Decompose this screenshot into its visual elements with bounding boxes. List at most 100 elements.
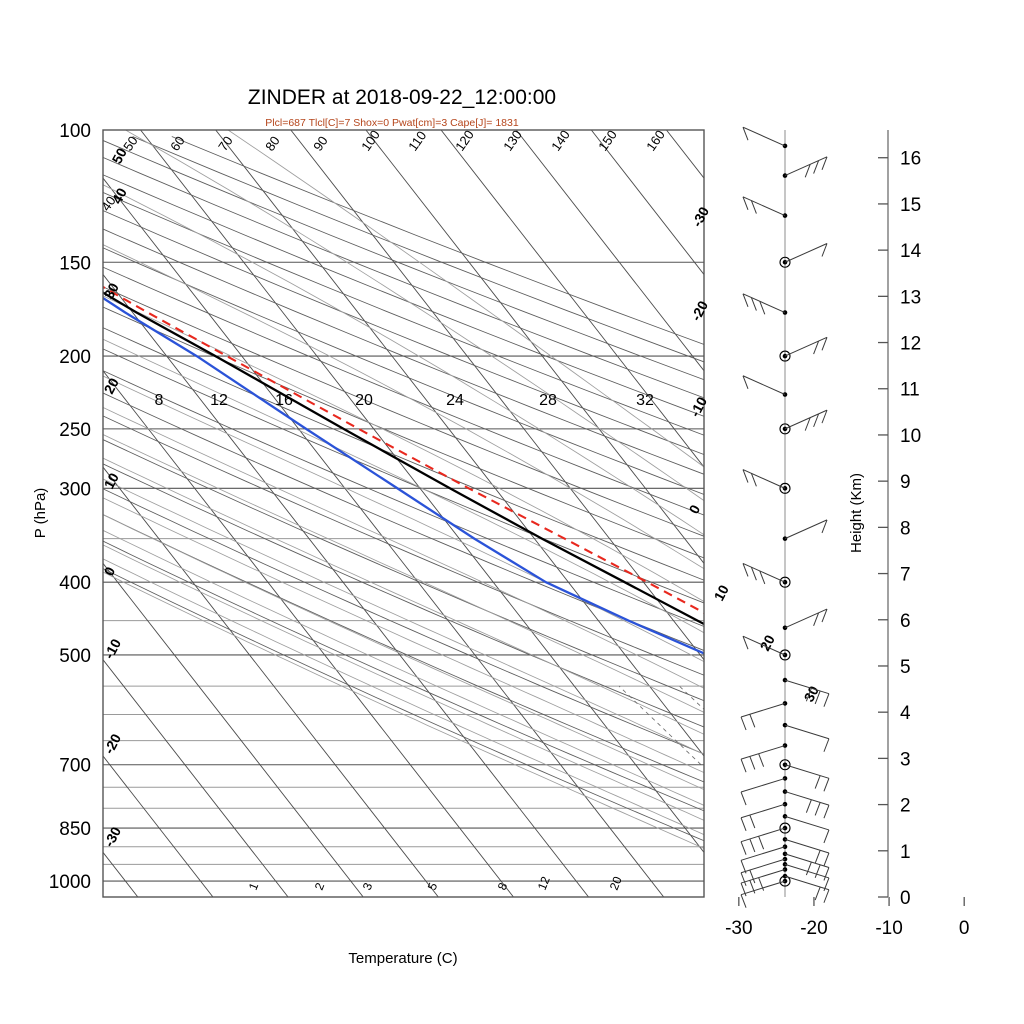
wind-barb-250 [779,409,828,435]
barb-feather [740,716,747,731]
moist-adiabat-label-24: 24 [446,392,464,409]
barb-feather [759,570,766,585]
barb-feather [749,714,756,728]
barb-shaft [784,608,828,629]
y-tick-label-850: 850 [59,819,91,840]
y2-tick-label-13: 13 [900,287,921,308]
y-tick-label-150: 150 [59,253,91,274]
barb-shaft [784,156,828,177]
isotherm--30 [140,130,704,854]
x-tick-label--10: -10 [875,918,902,939]
barb-feather [823,877,830,892]
moist-adiabat-44 [227,130,704,468]
isotherm--80 [103,562,364,897]
x-tick-label--30: -30 [725,918,752,939]
wind-barb-layer [740,126,830,908]
barb-shaft [784,519,828,540]
moist-adiabat-24 [103,338,704,634]
y-tick-label-400: 400 [59,573,91,594]
isotherm--50 [103,273,589,897]
moist-adiabat--4 [103,514,704,791]
barb-shaft [784,679,830,695]
mixing-ratio-label-2: 2 [312,880,328,892]
wind-barb-950 [782,862,830,892]
barb-shaft [740,702,786,718]
mixing-ratio-label-20: 20 [607,874,625,892]
y2-tick-label-15: 15 [900,195,921,216]
y2-tick-label-8: 8 [900,518,911,539]
barb-feather [814,802,821,816]
wind-barb-105 [742,126,788,149]
dry-adiabat-0 [103,514,704,783]
barb-shaft [740,803,786,819]
barb-shaft [784,875,830,891]
level-dot-marker [782,392,788,397]
y-tick-label-300: 300 [59,479,91,500]
isotherm-30 [590,130,704,276]
mixing-ratio-label-12: 12 [535,874,553,892]
x-tick-label--20: -20 [800,918,827,939]
y2-tick-label-12: 12 [900,334,921,355]
dry-adiabat--10 [103,540,704,812]
isotherm--40 [103,177,665,897]
barb-feather [749,814,756,829]
wind-barb-400 [742,562,791,588]
barb-shaft [784,243,828,263]
barb-shaft [742,375,786,395]
barb-feather [740,791,747,806]
barb-feather [740,872,747,886]
barb-feather [821,337,828,351]
barb-feather [749,756,756,770]
moist-adiabat-40 [125,130,704,502]
moist-adiabat-label-8: 8 [155,392,164,409]
isotherm--90 [103,658,289,897]
moist-adiabat--20 [103,571,704,849]
isotherm-label-left-50: 50 [109,145,131,166]
barb-feather [742,293,749,307]
y-tick-label-700: 700 [59,756,91,777]
moist-adiabat-20 [103,375,704,663]
wind-barb-500 [742,635,791,661]
barb-feather [759,301,766,315]
y-axis-label: P (hPa) [32,488,49,539]
dry-adiabat-60 [103,370,704,627]
barb-feather [758,753,765,767]
page-title: ZINDER at 2018-09-22_12:00:00 [248,86,556,109]
wind-barb-900 [740,844,788,874]
moist-adiabat-label-12: 12 [210,392,228,409]
wind-barb-580 [740,701,788,731]
y2-tick-label-1: 1 [900,842,911,863]
moist-adiabat-0 [103,497,704,774]
y2-tick-label-9: 9 [900,472,911,493]
moist-adiabat-label-20: 20 [355,392,373,409]
level-ring-marker [779,759,791,771]
moist-adiabat-8 [103,457,704,735]
moist-adiabat--12 [103,544,704,821]
wind-barb-965 [740,867,788,897]
moist-adiabat-32 [103,244,704,570]
isotherm--100 [103,755,214,897]
wind-barb-850 [740,822,791,855]
barb-shaft [784,853,830,868]
wind-barb-820 [782,814,830,844]
barb-shaft [742,562,786,583]
wind-barb-350 [782,519,828,541]
barb-feather [742,126,749,141]
wind-barb-460 [782,608,828,631]
isotherm-label-left-30: 30 [101,280,123,301]
moist-adiabat-12 [103,434,704,713]
barb-shaft [784,724,830,740]
dry-adiabat-label-50: 50 [120,133,141,153]
barb-shaft [784,409,828,430]
isotherm-label-outer-20: 20 [757,632,779,653]
barb-feather [823,804,830,819]
level-ring-marker [779,423,791,435]
plot-frame [102,129,705,898]
barb-shaft [784,336,828,357]
wind-barb-150 [779,243,828,268]
barb-feather [814,850,821,864]
barb-feather [814,886,821,901]
wind-barb-790 [740,801,788,831]
barb-feather [742,636,749,650]
